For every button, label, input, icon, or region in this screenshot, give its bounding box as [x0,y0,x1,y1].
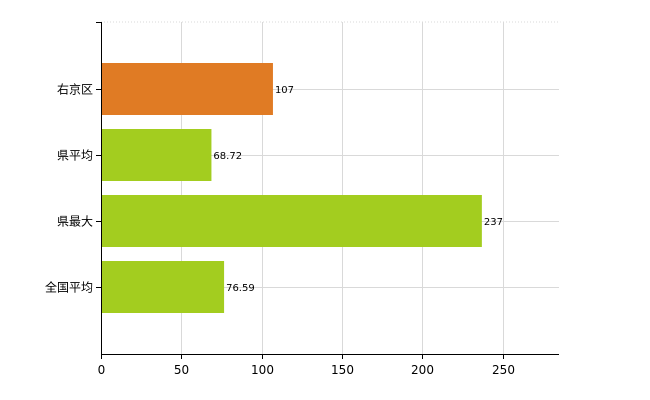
x-tick-label: 250 [492,363,515,377]
data-label: 68.72 [213,151,242,162]
axes [96,22,559,359]
bar [101,195,482,247]
x-tick-label: 50 [174,363,189,377]
bar [101,261,225,313]
x-tick-label: 200 [411,363,434,377]
x-tick-label: 150 [331,363,354,377]
data-label: 107 [275,85,294,96]
bar [101,63,273,115]
bars [101,63,482,313]
y-tick-label: 県平均 [57,149,93,163]
x-tick-label: 100 [251,363,274,377]
bar [101,129,212,181]
y-tick-label: 県最大 [57,215,93,229]
data-label: 76.59 [226,283,255,294]
x-tick-label: 0 [98,363,106,377]
y-tick-label: 右京区 [57,82,93,97]
data-label: 237 [484,217,503,228]
y-tick-label: 全国平均 [45,280,93,295]
